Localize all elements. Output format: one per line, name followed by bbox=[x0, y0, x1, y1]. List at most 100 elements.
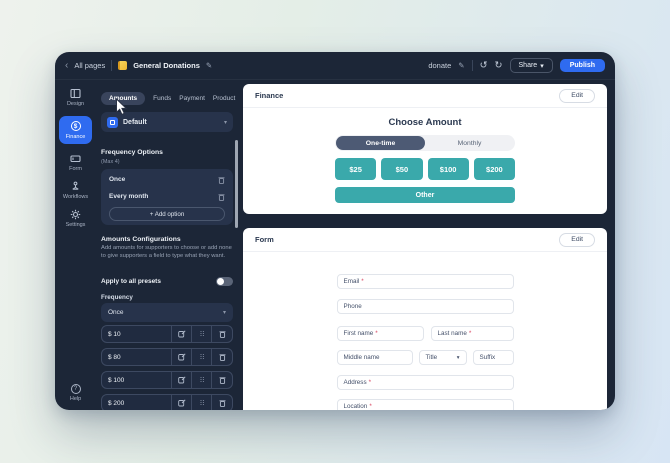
field-label: Email bbox=[343, 278, 360, 285]
workflows-icon bbox=[70, 181, 81, 192]
amount-input[interactable]: $ 100 bbox=[102, 372, 172, 388]
drag-handle-icon[interactable] bbox=[192, 349, 212, 365]
tab-amounts[interactable]: Amounts bbox=[101, 92, 146, 105]
redo-icon[interactable]: ↻ bbox=[494, 59, 503, 71]
amount-25-button[interactable]: $25 bbox=[335, 158, 377, 180]
frequency-option-row[interactable]: Once bbox=[101, 171, 233, 188]
finance-icon: $ bbox=[70, 121, 81, 132]
location-field[interactable]: Location * bbox=[336, 399, 514, 410]
finance-section-card: Finance Edit Choose Amount One-time Mont… bbox=[243, 84, 607, 214]
one-time-segment[interactable]: One-time bbox=[336, 136, 425, 150]
edit-page-name-icon[interactable]: ✎ bbox=[205, 61, 213, 70]
other-amount-button[interactable]: Other bbox=[335, 187, 515, 203]
page-icon bbox=[118, 61, 128, 70]
add-option-button[interactable]: + Add option bbox=[109, 207, 225, 221]
share-button[interactable]: Share ▾ bbox=[509, 58, 553, 73]
finance-edit-button[interactable]: Edit bbox=[559, 88, 595, 103]
back-chevron-icon[interactable]: ‹ bbox=[65, 59, 69, 71]
amount-input[interactable]: $ 80 bbox=[102, 349, 172, 365]
amount-50-button[interactable]: $50 bbox=[381, 158, 423, 180]
trash-icon[interactable] bbox=[212, 349, 232, 365]
sidebar-rail: Design $ Finance Form Workflows Settings… bbox=[55, 80, 96, 410]
all-pages-link[interactable]: All pages bbox=[74, 61, 106, 70]
field-label: Last name bbox=[437, 330, 467, 337]
trash-icon[interactable] bbox=[218, 176, 225, 184]
sidebar-item-settings[interactable]: Settings bbox=[65, 209, 86, 228]
rename-amount-icon[interactable] bbox=[172, 326, 192, 342]
help-icon: ? bbox=[70, 383, 81, 394]
domain-label: donate bbox=[428, 61, 452, 70]
amount-row: $ 80 bbox=[101, 348, 233, 366]
finance-section-content: Choose Amount One-time Monthly $25 $50 $… bbox=[335, 117, 515, 203]
apply-presets-toggle[interactable] bbox=[216, 277, 233, 286]
address-field[interactable]: Address * bbox=[336, 375, 514, 390]
sidebar-label: Help bbox=[69, 396, 82, 402]
choose-amount-heading: Choose Amount bbox=[388, 117, 462, 128]
edit-domain-icon[interactable]: ✎ bbox=[458, 61, 465, 70]
required-asterisk: * bbox=[369, 403, 372, 410]
sidebar-label: Design bbox=[66, 101, 85, 107]
amounts-config-title: Amounts Configurations bbox=[101, 236, 181, 243]
trash-icon[interactable] bbox=[212, 395, 232, 410]
last-name-field[interactable]: Last name * bbox=[430, 326, 514, 341]
first-name-field[interactable]: First name * bbox=[336, 326, 424, 341]
rename-amount-icon[interactable] bbox=[172, 395, 192, 410]
required-asterisk: * bbox=[375, 330, 378, 337]
gear-icon bbox=[70, 209, 81, 220]
publish-button[interactable]: Publish bbox=[559, 59, 605, 72]
frequency-select[interactable]: Once ▾ bbox=[101, 303, 233, 322]
drag-handle-icon[interactable] bbox=[192, 326, 212, 342]
sidebar-label: Finance bbox=[65, 133, 86, 140]
phone-field[interactable]: Phone bbox=[336, 299, 514, 314]
undo-icon[interactable]: ↺ bbox=[479, 59, 488, 71]
monthly-segment[interactable]: Monthly bbox=[457, 139, 482, 147]
form-edit-button[interactable]: Edit bbox=[559, 232, 595, 247]
page-title: General Donations bbox=[133, 61, 200, 70]
rename-amount-icon[interactable] bbox=[172, 349, 192, 365]
sidebar-item-design[interactable]: Design bbox=[67, 88, 84, 107]
tab-payment[interactable]: Payment bbox=[179, 95, 205, 102]
drag-handle-icon[interactable] bbox=[192, 372, 212, 388]
preset-dropdown[interactable]: Default ▾ bbox=[101, 112, 233, 132]
title-select[interactable]: Title ▾ bbox=[418, 350, 467, 365]
tab-funds[interactable]: Funds bbox=[153, 95, 172, 102]
email-field[interactable]: Email * bbox=[336, 274, 514, 289]
sidebar-item-help[interactable]: ? Help bbox=[70, 383, 81, 402]
finance-settings-panel: Amounts Funds Payment Product Default ▾ … bbox=[96, 80, 240, 410]
amount-100-button[interactable]: $100 bbox=[427, 158, 469, 180]
amount-input[interactable]: $ 200 bbox=[102, 395, 172, 410]
topbar-left: ‹ All pages General Donations ✎ bbox=[65, 60, 212, 71]
form-icon bbox=[70, 153, 81, 164]
field-label: Address bbox=[343, 379, 367, 386]
topbar-right: donate ✎ ↺ ↻ Share ▾ Publish bbox=[428, 58, 605, 73]
share-label: Share bbox=[518, 62, 538, 69]
sidebar-label: Workflows bbox=[62, 194, 89, 200]
trash-icon[interactable] bbox=[212, 372, 232, 388]
chevron-down-icon: ▾ bbox=[540, 62, 544, 70]
amount-200-button[interactable]: $200 bbox=[473, 158, 515, 180]
required-asterisk: * bbox=[468, 330, 472, 337]
suffix-field[interactable]: Suffix bbox=[472, 350, 514, 365]
frequency-option-label: Every month bbox=[109, 193, 149, 200]
chevron-down-icon: ▾ bbox=[223, 119, 227, 126]
amount-input[interactable]: $ 10 bbox=[102, 326, 172, 342]
trash-icon[interactable] bbox=[218, 193, 225, 201]
drag-handle-icon[interactable] bbox=[192, 395, 212, 410]
sidebar-item-form[interactable]: Form bbox=[69, 153, 82, 172]
frequency-options-title: Frequency Options bbox=[101, 149, 163, 156]
sidebar-item-workflows[interactable]: Workflows bbox=[63, 181, 88, 200]
trash-icon[interactable] bbox=[212, 326, 232, 342]
frequency-option-row[interactable]: Every month bbox=[101, 188, 233, 205]
sidebar-item-finance[interactable]: $ Finance bbox=[59, 116, 92, 144]
tab-product[interactable]: Product bbox=[212, 95, 236, 102]
panel-tabs: Amounts Funds Payment Product bbox=[101, 92, 236, 105]
form-section-card: Form Edit Email * Phone First name * Last … bbox=[243, 228, 607, 410]
sidebar-label: Settings bbox=[65, 222, 86, 228]
field-label: Suffix bbox=[479, 354, 496, 361]
middle-name-field[interactable]: Middle name bbox=[336, 350, 413, 365]
panel-scrollbar[interactable] bbox=[235, 140, 238, 228]
rename-amount-icon[interactable] bbox=[172, 372, 192, 388]
apply-presets-label: Apply to all presets bbox=[101, 278, 161, 285]
field-label: First name bbox=[343, 330, 374, 337]
field-label: Phone bbox=[343, 303, 362, 310]
